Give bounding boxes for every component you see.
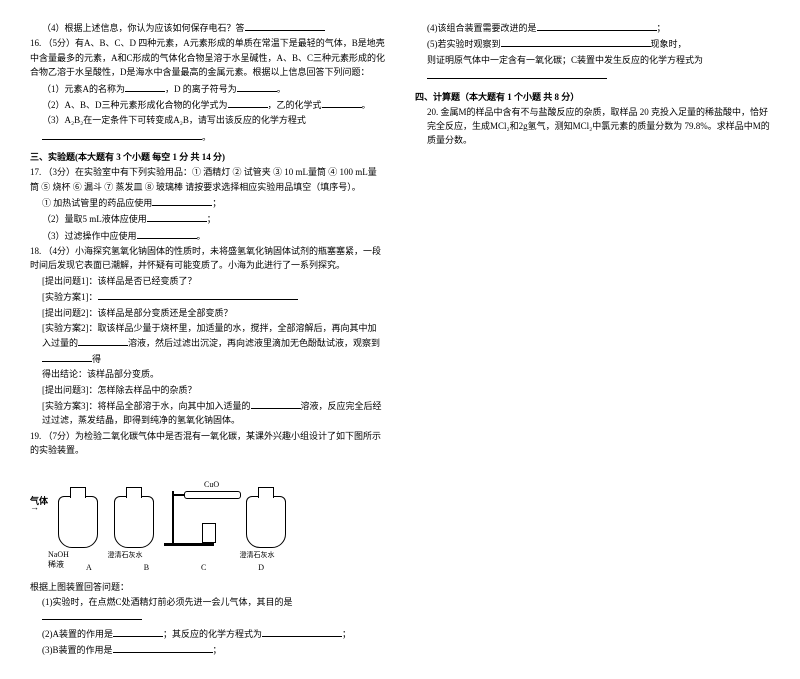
text: [提出问题1]：该样品是否已经变质了？	[30, 274, 385, 288]
blank	[113, 626, 163, 637]
text: 根据上图装置回答问题：	[30, 580, 385, 594]
text: (3)B装置的作用是	[42, 645, 113, 655]
blank	[42, 129, 202, 140]
stand-c: CuO	[164, 486, 234, 546]
blank	[537, 20, 657, 31]
text: ；	[342, 629, 351, 639]
blank	[42, 609, 142, 620]
text: ，D 的离子符号为	[165, 84, 237, 94]
text: [提出问题2]：该样品是部分变质还是全部变质？	[30, 306, 385, 320]
text: ① 加热试管里的药品应使用	[42, 198, 152, 208]
experiment-diagram: 气体 → CuO NaOH稀液 澄清石灰水 澄清石灰水 A B C D	[30, 466, 310, 572]
blank	[251, 398, 301, 409]
label-b: B	[144, 563, 149, 572]
text: (1)实验时，在点燃C处酒精灯前必须先进一会儿气体，其目的是	[42, 597, 293, 607]
q16: 16. （5分）有A、B、C、D 四种元素，A元素形成的单质在常温下是最轻的气体…	[30, 36, 385, 79]
blank	[228, 97, 268, 108]
blank	[501, 36, 651, 47]
text: （2）A、B、D三种元素形成化合物的化学式为	[42, 100, 228, 110]
bottle-a	[58, 496, 98, 548]
text: (2)A装置的作用是	[42, 629, 113, 639]
text: ，乙的化学式	[268, 100, 322, 110]
text: （3）过滤操作中应使用	[42, 231, 137, 241]
bottle-b	[114, 496, 154, 548]
text: 。	[197, 231, 206, 241]
text: 溶液，然后过滤出沉淀，再向滤液里滴加无色酚酞试液，观察到	[128, 338, 380, 348]
blank	[113, 642, 213, 653]
q19: 19. （7分）为检验二氧化碳气体中是否混有一氧化碳，某课外兴趣小组设计了如下图…	[30, 429, 385, 458]
blank	[98, 289, 298, 300]
label-d: D	[258, 563, 264, 572]
blank	[427, 68, 607, 79]
blank	[125, 81, 165, 92]
label: 澄清石灰水	[102, 550, 148, 560]
text: ；	[657, 23, 666, 33]
blank	[245, 20, 325, 31]
text: 得出结论：该样品部分变质。	[30, 367, 385, 381]
blank	[137, 228, 197, 239]
blank	[147, 211, 207, 222]
blank	[262, 626, 342, 637]
blank	[42, 351, 92, 362]
text: （1）元素A的名称为	[42, 84, 125, 94]
text: ；	[207, 214, 216, 224]
text: [提出问题3]：怎样除去样品中的杂质？	[30, 383, 385, 397]
blank	[152, 195, 212, 206]
label-c: C	[201, 563, 206, 572]
text: 现象时，	[651, 39, 687, 49]
q18: 18. （4分）小海探究氢氧化钠固体的性质时，未将盛氢氧化钠固体试剂的瓶塞塞紧，…	[30, 244, 385, 273]
blank	[237, 81, 277, 92]
text: （2）量取5 mL液体应使用	[42, 214, 147, 224]
text: (4)该组合装置需要改进的是	[427, 23, 537, 33]
section-4-title: 四、计算题（本大题有 1 个小题 共 8 分）	[415, 90, 770, 103]
text: (5)若实验时观察到	[427, 39, 501, 49]
blank	[322, 97, 362, 108]
label: 澄清石灰水	[234, 550, 280, 560]
text: （3）A₂B₂在一定条件下可转变成A₂B，请写出该反应的化学方程式	[42, 115, 306, 125]
label-a: A	[86, 563, 92, 572]
blank	[78, 335, 128, 346]
text: [实验方案3]：将样品全部溶于水，向其中加入适量的	[42, 401, 251, 411]
q17: 17. （3分）在实验室中有下列实验用品：① 酒精灯 ② 试管夹 ③ 10 mL…	[30, 165, 385, 194]
text: ；	[213, 645, 222, 655]
text: ；其反应的化学方程式为	[163, 629, 262, 639]
q20: 20. 金属M的样品中含有不与盐酸反应的杂质，取样品 20 克投入足量的稀盐酸中…	[415, 105, 770, 148]
section-3-title: 三、实验题(本大题有 3 个小题 每空 1 分 共 14 分)	[30, 150, 385, 163]
text: 则证明原气体中一定含有一氧化碳；C装置中发生反应的化学方程式为	[415, 53, 770, 67]
text: （4）根据上述信息，你认为应该如何保存电石？答	[42, 23, 245, 33]
bottle-d	[246, 496, 286, 548]
text: ；	[212, 198, 221, 208]
label: NaOH稀液	[48, 550, 69, 570]
text: [实验方案1]：	[42, 292, 98, 302]
